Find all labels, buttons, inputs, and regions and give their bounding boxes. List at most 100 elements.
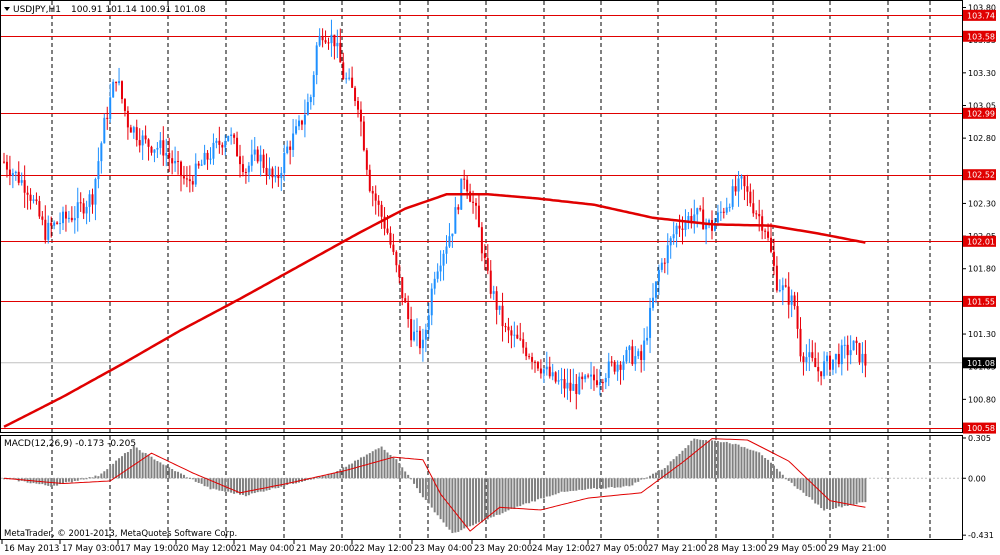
candle-body — [206, 152, 209, 160]
macd-bar — [519, 478, 522, 507]
macd-bar — [699, 439, 702, 479]
time-tick-label: 17 May 03:00 — [62, 544, 120, 554]
candle — [634, 346, 637, 371]
candle — [141, 130, 144, 160]
macd-bar — [457, 478, 460, 532]
candle-body — [200, 164, 203, 166]
candle-body — [619, 364, 622, 370]
candle-body — [787, 286, 790, 305]
macd-signal-path — [3, 438, 866, 532]
candle-body — [118, 81, 121, 84]
candle — [799, 317, 802, 362]
candle-body — [321, 35, 324, 41]
macd-bar — [578, 478, 581, 490]
candle-body — [150, 146, 153, 153]
candle-body — [781, 285, 784, 291]
candle — [339, 28, 342, 63]
macd-bar — [796, 478, 799, 489]
candle-body — [551, 372, 554, 377]
candle — [654, 281, 657, 304]
candle-body — [581, 376, 584, 380]
candle — [371, 186, 374, 207]
candle — [76, 187, 79, 232]
candle-body — [826, 355, 829, 362]
macd-bar — [604, 478, 607, 489]
macd-bar — [103, 471, 106, 479]
candle-body — [631, 346, 634, 365]
macd-bar — [522, 478, 525, 505]
candle — [321, 28, 324, 48]
candle — [548, 356, 551, 379]
candle — [843, 336, 846, 359]
macd-bar — [424, 478, 427, 500]
candle — [469, 183, 472, 203]
candle-body — [224, 140, 227, 148]
candle-body — [657, 269, 660, 282]
candle-body — [168, 153, 171, 159]
macd-bar — [212, 478, 215, 489]
candle-body — [790, 295, 793, 305]
candle — [300, 119, 303, 131]
macd-bar — [109, 465, 112, 479]
candle — [56, 221, 59, 225]
candle — [770, 223, 772, 254]
candle-body — [593, 374, 595, 381]
macd-bar — [324, 475, 327, 479]
candle — [498, 305, 501, 315]
macd-bar — [495, 478, 498, 515]
macd-bar — [439, 478, 442, 520]
macd-bar — [73, 478, 76, 481]
candle-body — [433, 278, 436, 289]
candle — [657, 264, 660, 296]
macd-bar — [601, 478, 604, 489]
macd-bar — [162, 464, 165, 479]
candle-body — [504, 326, 507, 328]
macd-bar — [719, 442, 722, 479]
candle — [194, 153, 197, 187]
macd-bar — [132, 445, 135, 479]
candle-body — [607, 361, 610, 379]
macd-bar — [536, 478, 539, 500]
macd-bar — [451, 478, 454, 534]
candle-body — [410, 319, 413, 341]
candle-body — [330, 34, 333, 44]
symbol-header[interactable]: USDJPY,H1 100.91 101.14 100.91 101.08 — [4, 5, 206, 15]
macd-bar — [239, 478, 241, 495]
candle — [185, 166, 188, 188]
candle-body — [843, 344, 846, 346]
candle — [477, 194, 480, 228]
macd-bar — [472, 478, 475, 526]
candle-body — [191, 181, 194, 185]
level-badges: 103.74 103.58 102.99 102.52 102.01 101.55 100.… — [963, 9, 996, 434]
macd-bar — [770, 462, 772, 479]
candle — [103, 113, 106, 144]
macd-bar — [805, 478, 808, 497]
candle — [283, 144, 286, 182]
candle — [256, 146, 259, 164]
candle — [380, 200, 383, 229]
candle — [342, 52, 345, 80]
candle-body — [811, 352, 814, 359]
candle-body — [29, 194, 32, 201]
candle-body — [684, 222, 687, 230]
macd-bar — [165, 465, 168, 479]
macd-bar — [593, 478, 595, 489]
macd-bar — [359, 457, 362, 479]
macd-bar — [831, 478, 834, 509]
candle — [737, 171, 740, 207]
candle — [197, 160, 200, 169]
candle-body — [646, 337, 649, 341]
candle-body — [76, 202, 79, 219]
level-badge: 103.58 — [963, 30, 996, 42]
candle — [852, 340, 855, 351]
level-badge-bg — [963, 295, 996, 307]
candle — [604, 373, 607, 390]
macd-bar — [480, 478, 483, 523]
macd-bar — [289, 478, 292, 484]
candle-body — [50, 222, 53, 226]
candle — [805, 344, 808, 371]
candle-body — [622, 361, 625, 370]
candle — [82, 198, 85, 220]
dropdown-triangle-icon[interactable] — [4, 7, 10, 11]
macd-bar — [590, 478, 593, 489]
